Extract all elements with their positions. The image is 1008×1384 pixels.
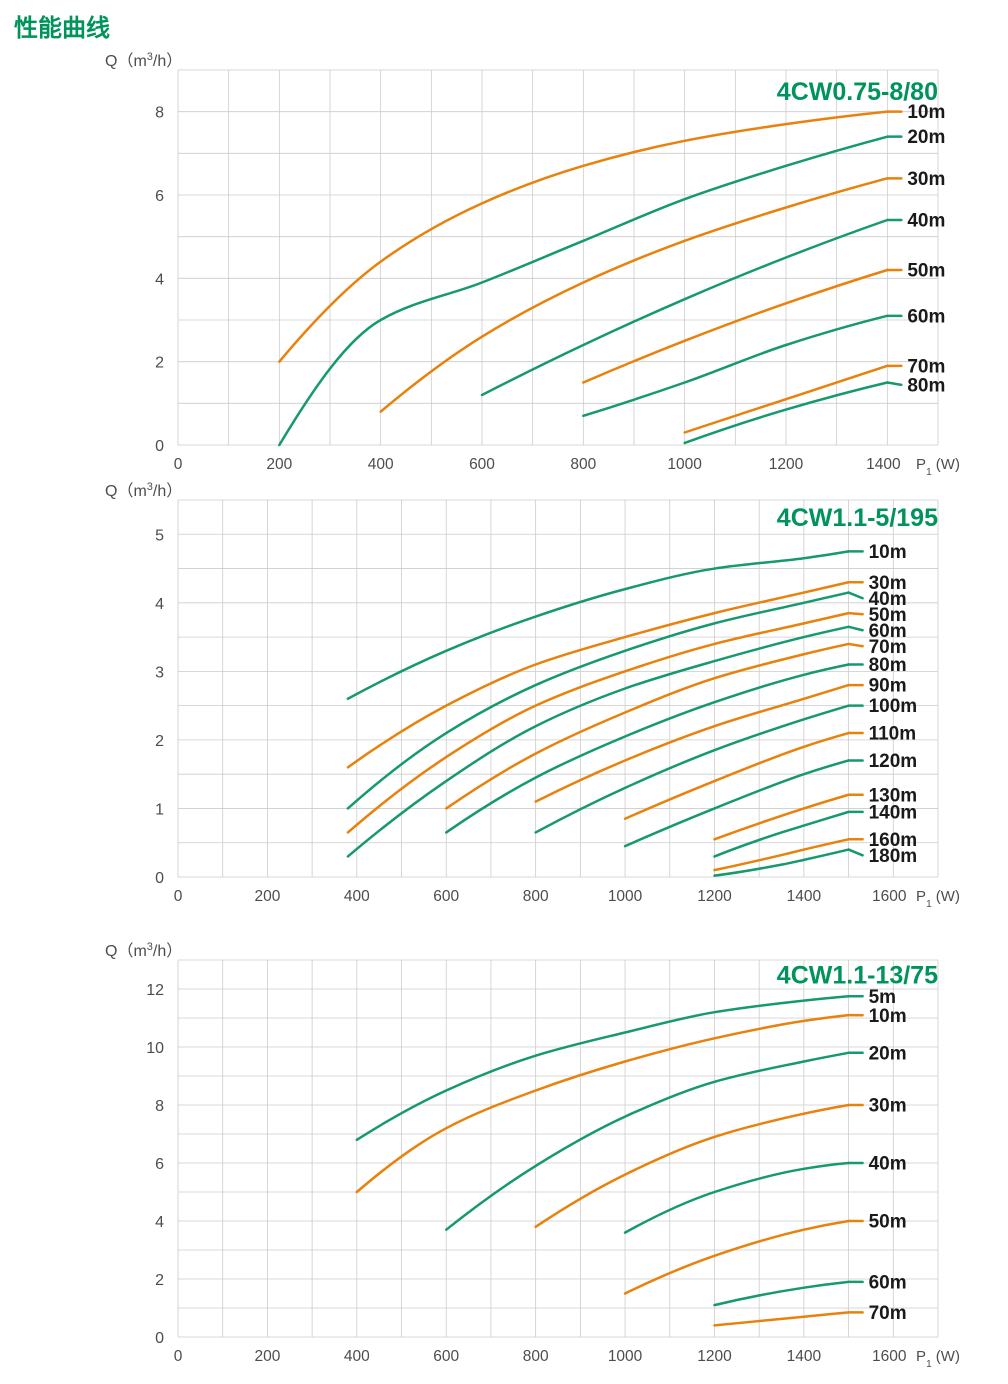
svg-text:1: 1: [155, 801, 164, 818]
svg-text:1600: 1600: [872, 888, 907, 905]
svg-text:70m: 70m: [869, 1303, 907, 1324]
svg-text:5m: 5m: [869, 987, 896, 1008]
svg-text:110m: 110m: [869, 724, 917, 745]
svg-text:180m: 180m: [869, 846, 918, 867]
svg-text:2: 2: [155, 1272, 164, 1289]
svg-text:60m: 60m: [907, 306, 945, 327]
svg-text:40m: 40m: [869, 1154, 907, 1175]
svg-text:60m: 60m: [869, 1272, 907, 1293]
svg-text:70m: 70m: [907, 356, 945, 377]
svg-text:8: 8: [155, 1098, 164, 1115]
svg-text:200: 200: [266, 456, 292, 473]
svg-text:0: 0: [174, 456, 183, 473]
svg-text:Q（m3/h）: Q（m3/h）: [105, 51, 182, 70]
svg-text:100m: 100m: [869, 696, 918, 717]
svg-text:10m: 10m: [907, 102, 945, 123]
svg-text:0: 0: [174, 1348, 183, 1365]
svg-text:1400: 1400: [787, 1348, 822, 1365]
svg-text:20m: 20m: [869, 1043, 907, 1064]
svg-text:0: 0: [155, 870, 164, 887]
svg-text:90m: 90m: [869, 676, 907, 697]
svg-text:6: 6: [155, 1156, 164, 1173]
svg-text:1600: 1600: [872, 1348, 907, 1365]
svg-text:4CW1.1-13/75: 4CW1.1-13/75: [777, 962, 938, 990]
svg-text:10: 10: [146, 1040, 164, 1057]
svg-text:200: 200: [254, 888, 280, 905]
svg-text:4: 4: [155, 271, 164, 288]
svg-text:1200: 1200: [697, 888, 732, 905]
svg-text:3: 3: [155, 664, 164, 681]
svg-text:Q（m3/h）: Q（m3/h）: [105, 481, 182, 500]
svg-text:50m: 50m: [907, 261, 945, 282]
svg-text:Q（m3/h）: Q（m3/h）: [105, 941, 182, 960]
svg-text:140m: 140m: [869, 802, 918, 823]
svg-text:30m: 30m: [869, 1096, 907, 1117]
svg-text:120m: 120m: [869, 751, 918, 772]
svg-text:400: 400: [368, 456, 394, 473]
svg-text:600: 600: [469, 456, 495, 473]
svg-text:0: 0: [174, 888, 183, 905]
svg-text:200: 200: [254, 1348, 280, 1365]
svg-text:80m: 80m: [869, 655, 907, 676]
svg-text:4: 4: [155, 1214, 164, 1231]
svg-text:2: 2: [155, 355, 164, 372]
svg-text:400: 400: [344, 1348, 370, 1365]
svg-text:0: 0: [155, 438, 164, 455]
svg-text:1000: 1000: [608, 888, 643, 905]
svg-text:80m: 80m: [907, 375, 945, 396]
svg-text:P1 (W): P1 (W): [916, 456, 960, 478]
svg-text:1000: 1000: [667, 456, 702, 473]
svg-text:50m: 50m: [869, 1212, 907, 1233]
svg-text:800: 800: [523, 888, 549, 905]
svg-text:8: 8: [155, 105, 164, 122]
svg-text:400: 400: [344, 888, 370, 905]
svg-text:600: 600: [433, 888, 459, 905]
svg-text:1200: 1200: [769, 456, 804, 473]
svg-text:1400: 1400: [787, 888, 822, 905]
svg-text:1000: 1000: [608, 1348, 643, 1365]
svg-text:800: 800: [523, 1348, 549, 1365]
svg-text:4CW1.1-5/195: 4CW1.1-5/195: [777, 504, 938, 532]
svg-text:5: 5: [155, 527, 164, 544]
svg-text:20m: 20m: [907, 127, 945, 148]
svg-text:1200: 1200: [697, 1348, 732, 1365]
svg-text:800: 800: [570, 456, 596, 473]
svg-text:40m: 40m: [907, 211, 945, 232]
svg-text:0: 0: [155, 1330, 164, 1347]
svg-text:6: 6: [155, 188, 164, 205]
svg-text:P1 (W): P1 (W): [916, 888, 960, 910]
svg-text:12: 12: [146, 982, 164, 999]
svg-text:P1 (W): P1 (W): [916, 1348, 960, 1370]
svg-text:10m: 10m: [869, 542, 907, 563]
svg-text:10m: 10m: [869, 1006, 907, 1027]
svg-text:1400: 1400: [866, 456, 901, 473]
svg-text:600: 600: [433, 1348, 459, 1365]
svg-text:30m: 30m: [907, 169, 945, 190]
svg-text:2: 2: [155, 733, 164, 750]
svg-text:4: 4: [155, 596, 164, 613]
